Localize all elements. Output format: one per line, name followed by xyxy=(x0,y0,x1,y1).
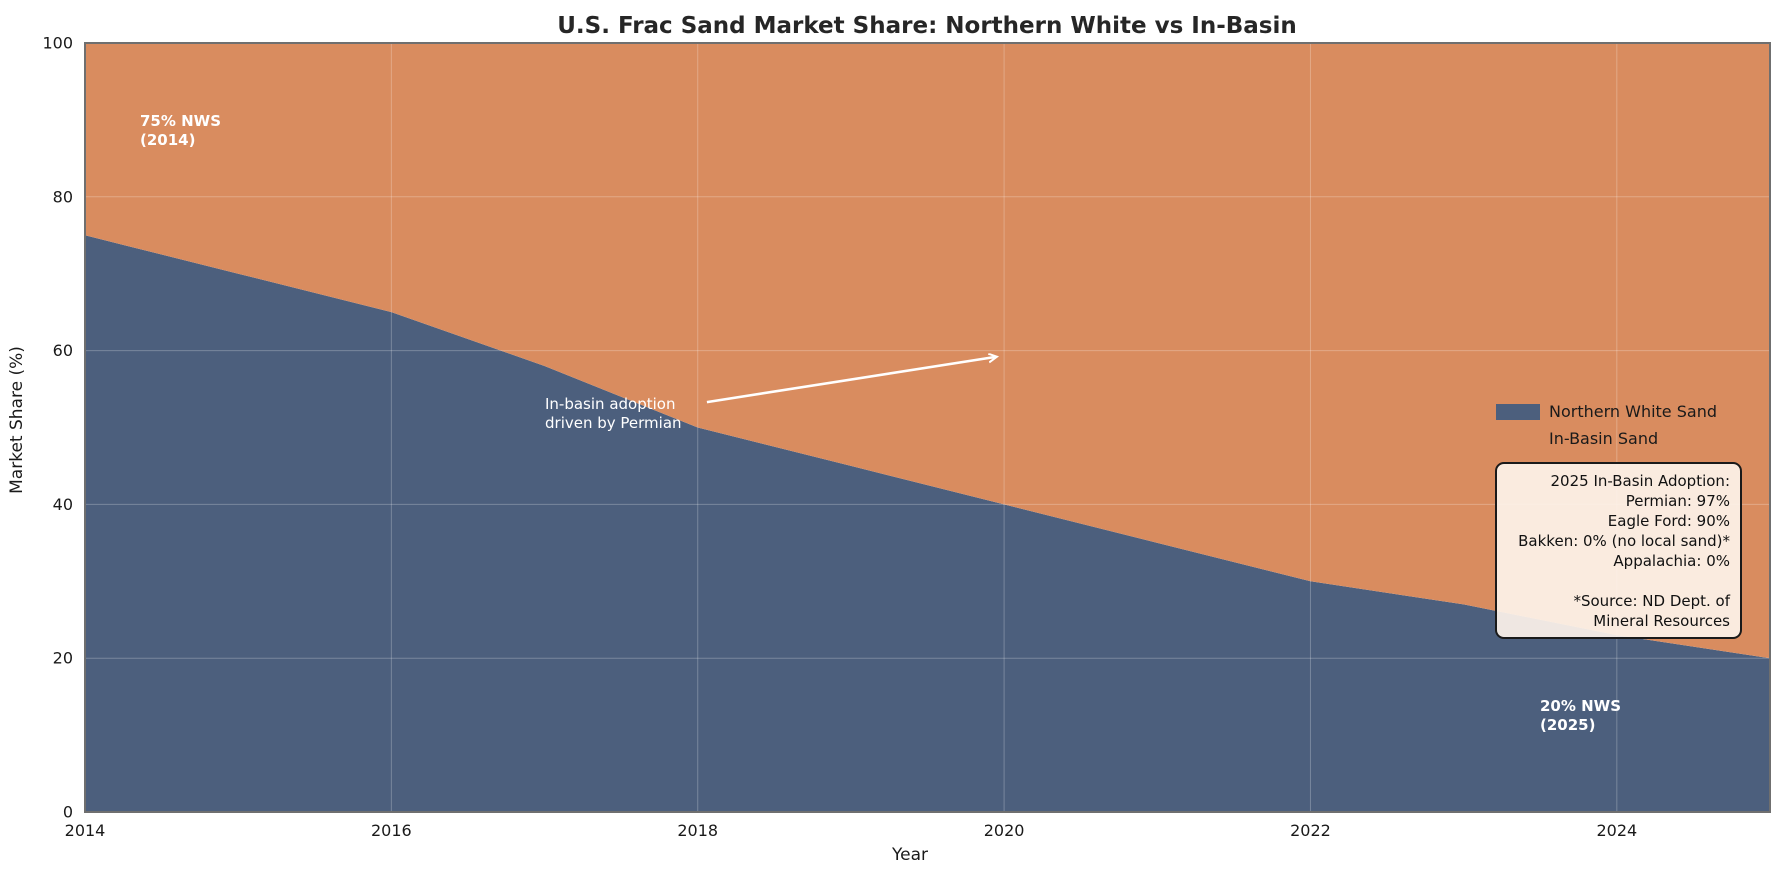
y-tick-label-80: 80 xyxy=(53,187,73,206)
x-axis-label: Year xyxy=(891,845,928,865)
x-tick-label-2018: 2018 xyxy=(677,821,718,840)
y-tick-label-20: 20 xyxy=(53,649,73,668)
chart-title: U.S. Frac Sand Market Share: Northern Wh… xyxy=(557,13,1297,39)
y-tick-label-60: 60 xyxy=(53,341,73,360)
info-box-line: Permian: 97% xyxy=(1625,492,1730,510)
annotation-nws-2014: 75% NWS (2014) xyxy=(140,112,222,149)
annotation-permian-driver: In-basin adoption driven by Permian xyxy=(545,395,682,432)
annotation-arrow-group xyxy=(706,357,997,404)
x-tick-label-2022: 2022 xyxy=(1290,821,1331,840)
info-box-line: Mineral Resources xyxy=(1593,612,1730,630)
y-tick-label-40: 40 xyxy=(53,495,73,514)
legend: Northern White Sand In-Basin Sand xyxy=(1496,402,1717,457)
x-tick-label-2014: 2014 xyxy=(65,821,106,840)
y-axis-label: Market Share (%) xyxy=(7,346,27,494)
info-box: 2025 In-Basin Adoption: Permian: 97% Eagle… xyxy=(1495,462,1742,639)
info-box-line: 2025 In-Basin Adoption: xyxy=(1550,472,1731,490)
tick-labels-group: 2014 2016 2018 2020 2022 2024 0 20 40 60 80 100 xyxy=(42,34,1637,841)
plot-border xyxy=(84,42,1771,813)
info-box-line xyxy=(1503,571,1730,591)
x-tick-label-2016: 2016 xyxy=(371,821,412,840)
info-box-line: Appalachia: 0% xyxy=(1613,552,1730,570)
y-tick-label-100: 100 xyxy=(42,34,73,53)
annotation-arrow xyxy=(706,357,997,404)
info-box-line: Bakken: 0% (no local sand)* xyxy=(1518,532,1730,550)
area-northern-white-sand xyxy=(85,235,1770,813)
x-tick-label-2020: 2020 xyxy=(984,821,1025,840)
legend-swatch-in-basin-sand xyxy=(1496,430,1540,447)
legend-item-in-basin-sand: In-Basin Sand xyxy=(1496,429,1717,448)
y-tick-label-0: 0 xyxy=(63,803,73,822)
area-in-basin-sand xyxy=(85,43,1770,659)
info-box-line: Eagle Ford: 90% xyxy=(1607,512,1730,530)
area-series-group xyxy=(85,43,1770,813)
x-tick-label-2024: 2024 xyxy=(1596,821,1637,840)
legend-swatch-northern-white-sand xyxy=(1496,403,1540,420)
annotation-nws-2025: 20% NWS (2025) xyxy=(1540,697,1622,734)
legend-item-northern-white-sand: Northern White Sand xyxy=(1496,402,1717,421)
legend-label: In-Basin Sand xyxy=(1549,429,1659,448)
legend-label: Northern White Sand xyxy=(1549,402,1717,421)
info-box-line: *Source: ND Dept. of xyxy=(1573,592,1730,610)
